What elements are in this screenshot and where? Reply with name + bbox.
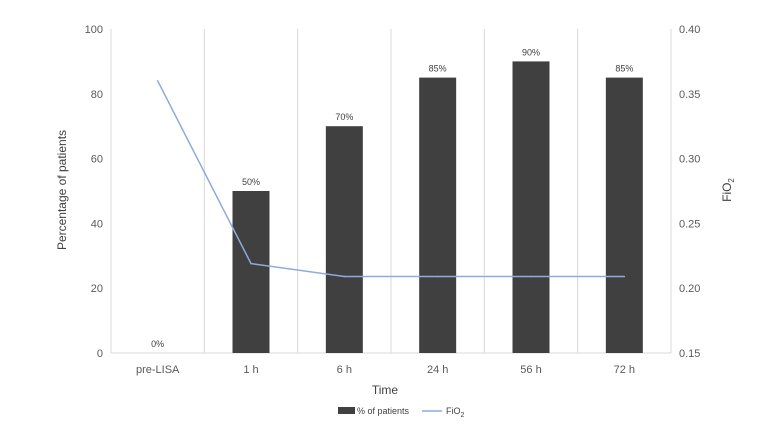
- fio2-line: [156, 80, 625, 278]
- fio2-point: [156, 80, 159, 82]
- bar-series: [232, 61, 643, 354]
- y2-tick-label: 0.30: [679, 154, 700, 166]
- y-tick-label: 80: [91, 89, 103, 101]
- y-axis-title: Percentage of patients: [55, 130, 69, 250]
- legend-line-label: FiO2: [446, 406, 465, 419]
- bar-data-label: 85%: [429, 64, 447, 74]
- data-labels: 0% 50% 70% 85% 90% 85%: [151, 47, 633, 349]
- x-tick-label: 1 h: [243, 364, 258, 376]
- y2-tick-label: 0.15: [679, 348, 700, 360]
- legend: % of patients FiO2: [338, 406, 465, 419]
- tick-labels: 0 20 40 60 80 100 0.15 0.20 0.25 0.30 0.35 0.40 pre-…: [85, 24, 701, 376]
- bar: [512, 61, 550, 354]
- x-axis-title: Time: [372, 383, 399, 397]
- bar-data-label: 90%: [522, 47, 540, 57]
- legend-bar-swatch: [338, 407, 355, 414]
- fio2-point: [530, 275, 532, 278]
- y-tick-label: 0: [97, 348, 103, 360]
- y-tick-label: 40: [91, 218, 103, 230]
- x-tick-label: pre-LISA: [136, 364, 180, 376]
- legend-bar-label: % of patients: [357, 406, 410, 416]
- bar-data-label: 85%: [615, 64, 633, 74]
- bar-data-label: 50%: [242, 177, 260, 187]
- bar: [325, 126, 363, 353]
- y2-tick-label: 0.40: [679, 24, 700, 36]
- fio2-point: [436, 275, 439, 278]
- line-series: [156, 80, 626, 278]
- y2-axis-title: FiO2: [720, 178, 736, 202]
- bar: [605, 77, 643, 353]
- y2-tick-label: 0.20: [679, 283, 700, 295]
- fio2-point: [250, 262, 252, 265]
- bar-data-label: 70%: [335, 112, 353, 122]
- bar: [419, 77, 457, 353]
- fio2-point: [623, 275, 626, 278]
- gridlines: [110, 29, 672, 354]
- x-tick-label: 72 h: [614, 364, 635, 376]
- y-tick-label: 60: [91, 154, 103, 166]
- x-tick-label: 24 h: [427, 364, 448, 376]
- bar-data-label: 0%: [151, 339, 164, 349]
- y2-tick-label: 0.35: [679, 89, 700, 101]
- y2-tick-label: 0.25: [679, 218, 700, 230]
- x-tick-label: 6 h: [337, 364, 352, 376]
- bar: [232, 191, 270, 353]
- fio2-point: [343, 275, 346, 278]
- y-tick-label: 100: [85, 24, 103, 36]
- y-tick-label: 20: [91, 283, 103, 295]
- x-tick-label: 56 h: [520, 364, 541, 376]
